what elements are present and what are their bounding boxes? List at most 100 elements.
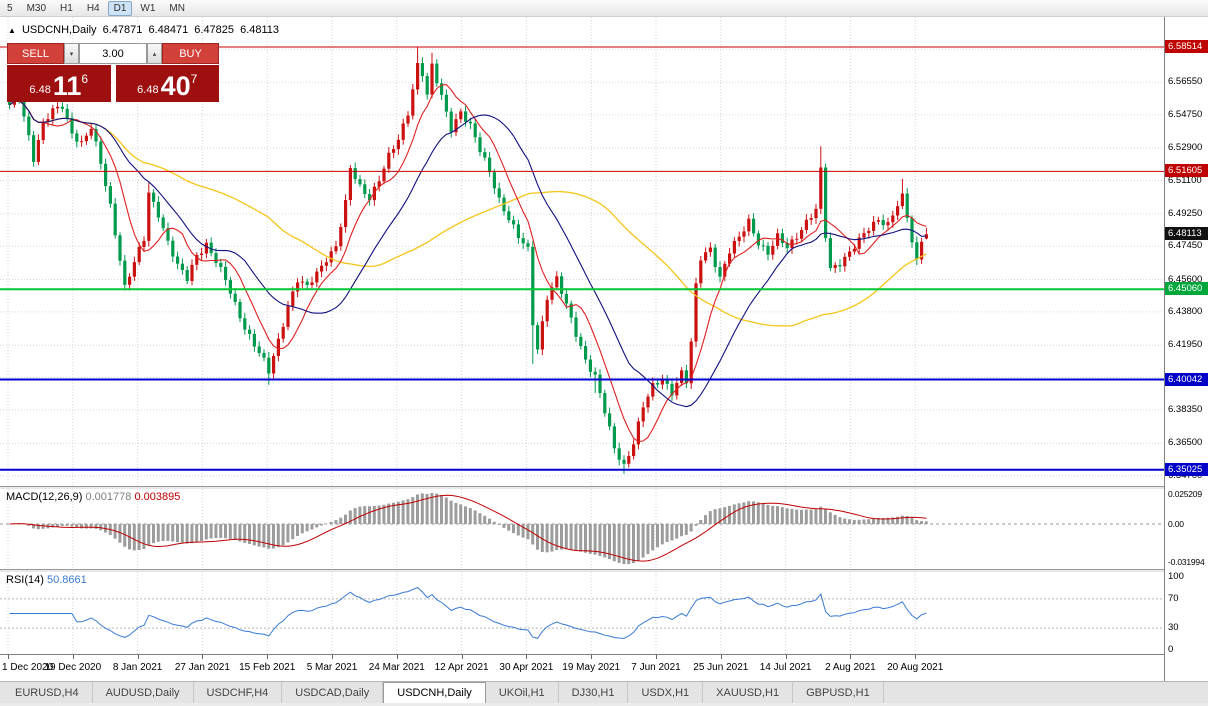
macd-histogram xyxy=(12,493,928,565)
chart-tab-ukoil-h1[interactable]: UKOil,H1 xyxy=(486,682,559,703)
date-tick xyxy=(915,655,917,659)
chart-tab-bar: EURUSD,H4 AUDUSD,Daily USDCHF,H4 USDCAD,Dai… xyxy=(0,681,1208,703)
date-tick xyxy=(202,655,204,659)
date-tick xyxy=(137,655,139,659)
period-button-w1[interactable]: W1 xyxy=(134,1,161,16)
volume-increase-button[interactable]: ▴ xyxy=(147,43,162,64)
ma-21-line xyxy=(9,100,927,408)
rsi-line xyxy=(9,587,927,639)
price-tick-label: 6.51100 xyxy=(1168,174,1202,186)
ask-price-sup: 7 xyxy=(190,72,198,86)
collapse-arrow-icon[interactable]: ▲ xyxy=(8,26,16,35)
period-button-h1[interactable]: H1 xyxy=(54,1,79,16)
price-line-label: 6.58514 xyxy=(1165,40,1208,53)
ma-8-line xyxy=(9,84,927,443)
ohlc-high: 6.48471 xyxy=(148,24,189,36)
date-label: 20 Aug 2021 xyxy=(887,662,944,673)
price-tick-label: 6.43800 xyxy=(1168,305,1203,317)
date-tick xyxy=(656,655,657,659)
ask-price-big: 40 xyxy=(160,71,191,101)
date-label: 19 May 2021 xyxy=(562,662,621,673)
macd-label: MACD(12,26,9) 0.001778 0.003895 xyxy=(6,491,180,503)
price-tick-label: 6.41950 xyxy=(1168,339,1203,351)
price-tick-label: 6.49250 xyxy=(1168,207,1203,219)
chart-tab-usdcad-daily[interactable]: USDCAD,Daily xyxy=(282,682,384,703)
macd-name: MACD(12,26,9) xyxy=(6,491,83,503)
rsi-canvas[interactable] xyxy=(0,572,1164,654)
bid-price-prefix: 6.48 xyxy=(29,84,51,96)
date-label: 14 Jul 2021 xyxy=(759,662,812,673)
plot-area: 1 Dec 2020 19 Dec 2020 8 Jan 2021 27 Jan 20… xyxy=(0,17,1164,681)
date-tick xyxy=(8,655,9,659)
chart-tab-usdcnh-daily[interactable]: USDCNH,Daily xyxy=(383,682,486,703)
macd-main-value: 0.001778 xyxy=(85,491,132,503)
rsi-name: RSI(14) xyxy=(6,574,44,586)
chart-symbol-label: USDCNH,Daily xyxy=(21,24,97,36)
ask-price-display[interactable]: 6.48 40 7 xyxy=(115,65,219,102)
price-tick-label: 6.52900 xyxy=(1168,142,1203,154)
chart-tab-dj30-h1[interactable]: DJ30,H1 xyxy=(559,682,629,703)
bid-price-display[interactable]: 6.48 11 6 xyxy=(7,65,111,102)
chart-tab-gbpusd-h1[interactable]: GBPUSD,H1 xyxy=(793,682,884,703)
ohlc-close: 6.48113 xyxy=(240,24,280,36)
period-button-mn[interactable]: MN xyxy=(163,1,191,16)
date-tick xyxy=(267,655,269,659)
date-label: 19 Dec 2020 xyxy=(44,662,102,673)
macd-signal-line xyxy=(9,494,927,562)
date-tick xyxy=(461,655,463,659)
period-button-d1[interactable]: D1 xyxy=(107,0,133,16)
macd-axis-label: 0.025209 xyxy=(1168,489,1202,499)
chart-window: 1 Dec 2020 19 Dec 2020 8 Jan 2021 27 Jan 20… xyxy=(0,17,1208,681)
date-label: 5 Mar 2021 xyxy=(306,662,358,673)
time-axis[interactable]: 1 Dec 2020 19 Dec 2020 8 Jan 2021 27 Jan 20… xyxy=(0,654,1164,681)
candlestick-series xyxy=(8,47,928,474)
panel-splitter[interactable] xyxy=(0,486,1164,489)
price-scale[interactable]: 6.56550 6.54750 6.52900 6.51100 6.49250 6.474… xyxy=(1164,17,1208,681)
price-tick-label: 6.45600 xyxy=(1168,273,1203,285)
price-line-label: 6.45060 xyxy=(1165,282,1208,296)
bid-price-sup: 6 xyxy=(81,72,89,86)
volume-decrease-button[interactable]: ▾ xyxy=(64,43,79,64)
main-chart-canvas[interactable] xyxy=(0,17,1164,486)
period-button-5[interactable]: 5 xyxy=(1,1,19,16)
price-line-label: 6.40042 xyxy=(1165,372,1208,386)
date-tick xyxy=(591,655,593,659)
date-tick xyxy=(332,655,333,659)
date-tick xyxy=(72,655,74,659)
period-button-m30[interactable]: M30 xyxy=(21,1,52,16)
date-label: 25 Jun 2021 xyxy=(693,662,749,673)
rsi-axis-label: 30 xyxy=(1168,622,1179,634)
rsi-axis-label: 100 xyxy=(1168,571,1184,582)
date-label: 15 Feb 2021 xyxy=(239,662,296,673)
chart-tab-xauusd-h1[interactable]: XAUUSD,H1 xyxy=(703,682,794,703)
chart-tab-eurusd-h4[interactable]: EURUSD,H4 xyxy=(2,682,93,703)
date-tick xyxy=(720,655,722,659)
sell-button[interactable]: SELL xyxy=(7,43,64,64)
macd-canvas[interactable] xyxy=(0,489,1164,569)
panel-splitter[interactable] xyxy=(0,569,1164,572)
date-tick xyxy=(850,655,852,659)
rsi-axis-label: 70 xyxy=(1168,592,1179,604)
volume-input[interactable] xyxy=(79,43,147,64)
price-line-label: 6.48113 xyxy=(1165,227,1208,241)
date-label: 24 Mar 2021 xyxy=(368,662,425,673)
ohlc-open: 6.47871 xyxy=(102,24,143,36)
ma-55-line xyxy=(9,100,927,327)
chart-tab-usdx-h1[interactable]: USDX,H1 xyxy=(628,682,704,703)
ohlc-low: 6.47825 xyxy=(194,24,235,36)
rsi-axis-label: 0 xyxy=(1168,644,1174,655)
date-tick xyxy=(526,655,528,659)
chart-tab-audusd-daily[interactable]: AUDUSD,Daily xyxy=(93,682,194,703)
price-tick-label: 6.56550 xyxy=(1168,76,1203,88)
date-label: 2 Aug 2021 xyxy=(825,662,876,673)
price-tick-label: 6.54750 xyxy=(1168,108,1203,120)
date-label: 7 Jun 2021 xyxy=(631,662,681,673)
period-button-h4[interactable]: H4 xyxy=(81,1,106,16)
date-tick xyxy=(785,655,787,659)
date-label: 27 Jan 2021 xyxy=(174,662,230,673)
chart-tab-usdchf-h4[interactable]: USDCHF,H4 xyxy=(194,682,283,703)
date-tick xyxy=(396,655,398,659)
buy-button[interactable]: BUY xyxy=(162,43,219,64)
price-tick-label: 6.36500 xyxy=(1168,437,1203,449)
